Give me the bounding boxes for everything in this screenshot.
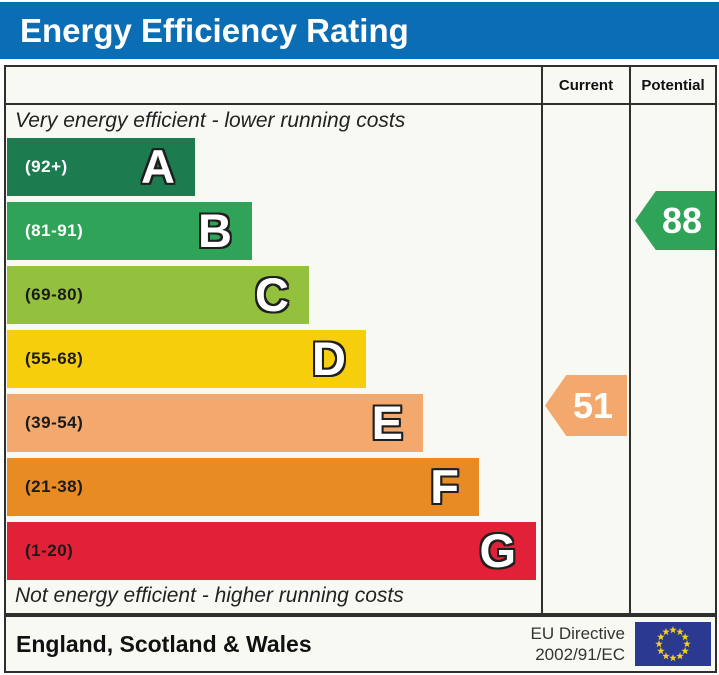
header-underline [6,103,715,105]
column-divider-potential [629,67,631,613]
column-header-current: Current [558,76,614,94]
eu-flag-icon [635,622,711,666]
footer: England, Scotland & Wales EU Directive 2… [4,615,717,673]
band-f: (21-38) F [7,458,479,516]
band-f-letter: F [430,460,459,513]
top-note: Very energy efficient - lower running co… [15,109,406,132]
potential-rating-arrow: 88 [635,191,715,250]
title-bar: Energy Efficiency Rating [0,2,719,59]
bottom-note: Not energy efficient - higher running co… [15,584,404,607]
band-e-range-label: (39-54) [25,413,84,432]
current-rating-arrow: 51 [545,375,627,436]
column-divider-current [541,67,543,613]
band-g-letter: G [479,524,516,577]
band-c-range-label: (69-80) [25,285,84,304]
band-g: (1-20) G [7,522,536,580]
band-d: (55-68) D [7,330,366,388]
band-e-letter: E [371,396,403,449]
band-b: (81-91) B [7,202,252,260]
column-header-potential: Potential [641,76,705,94]
band-g-range-label: (1-20) [25,541,74,560]
band-e: (39-54) E [7,394,423,452]
band-d-range-label: (55-68) [25,349,84,368]
band-a-letter: A [141,140,175,193]
page-title: Energy Efficiency Rating [20,11,409,49]
region-label: England, Scotland & Wales [16,630,312,657]
band-c: (69-80) C [7,266,309,324]
potential-rating-value: 88 [661,199,703,241]
band-b-range-label: (81-91) [25,221,84,240]
eu-directive-line1: EU Directive [530,623,625,643]
eu-directive-group: EU Directive 2002/91/EC [531,622,711,666]
eu-directive-label: EU Directive 2002/91/EC [531,623,625,666]
band-b-letter: B [198,204,232,257]
current-rating-value: 51 [572,384,614,426]
energy-efficiency-rating-chart: Current Potential Very energy efficient … [4,65,717,615]
band-a-range-label: (92+) [25,157,68,176]
band-d-letter: D [312,332,346,385]
band-a: (92+) A [7,138,195,196]
band-c-letter: C [255,268,289,321]
band-f-range-label: (21-38) [25,477,84,496]
eu-directive-line2: 2002/91/EC [535,645,625,664]
